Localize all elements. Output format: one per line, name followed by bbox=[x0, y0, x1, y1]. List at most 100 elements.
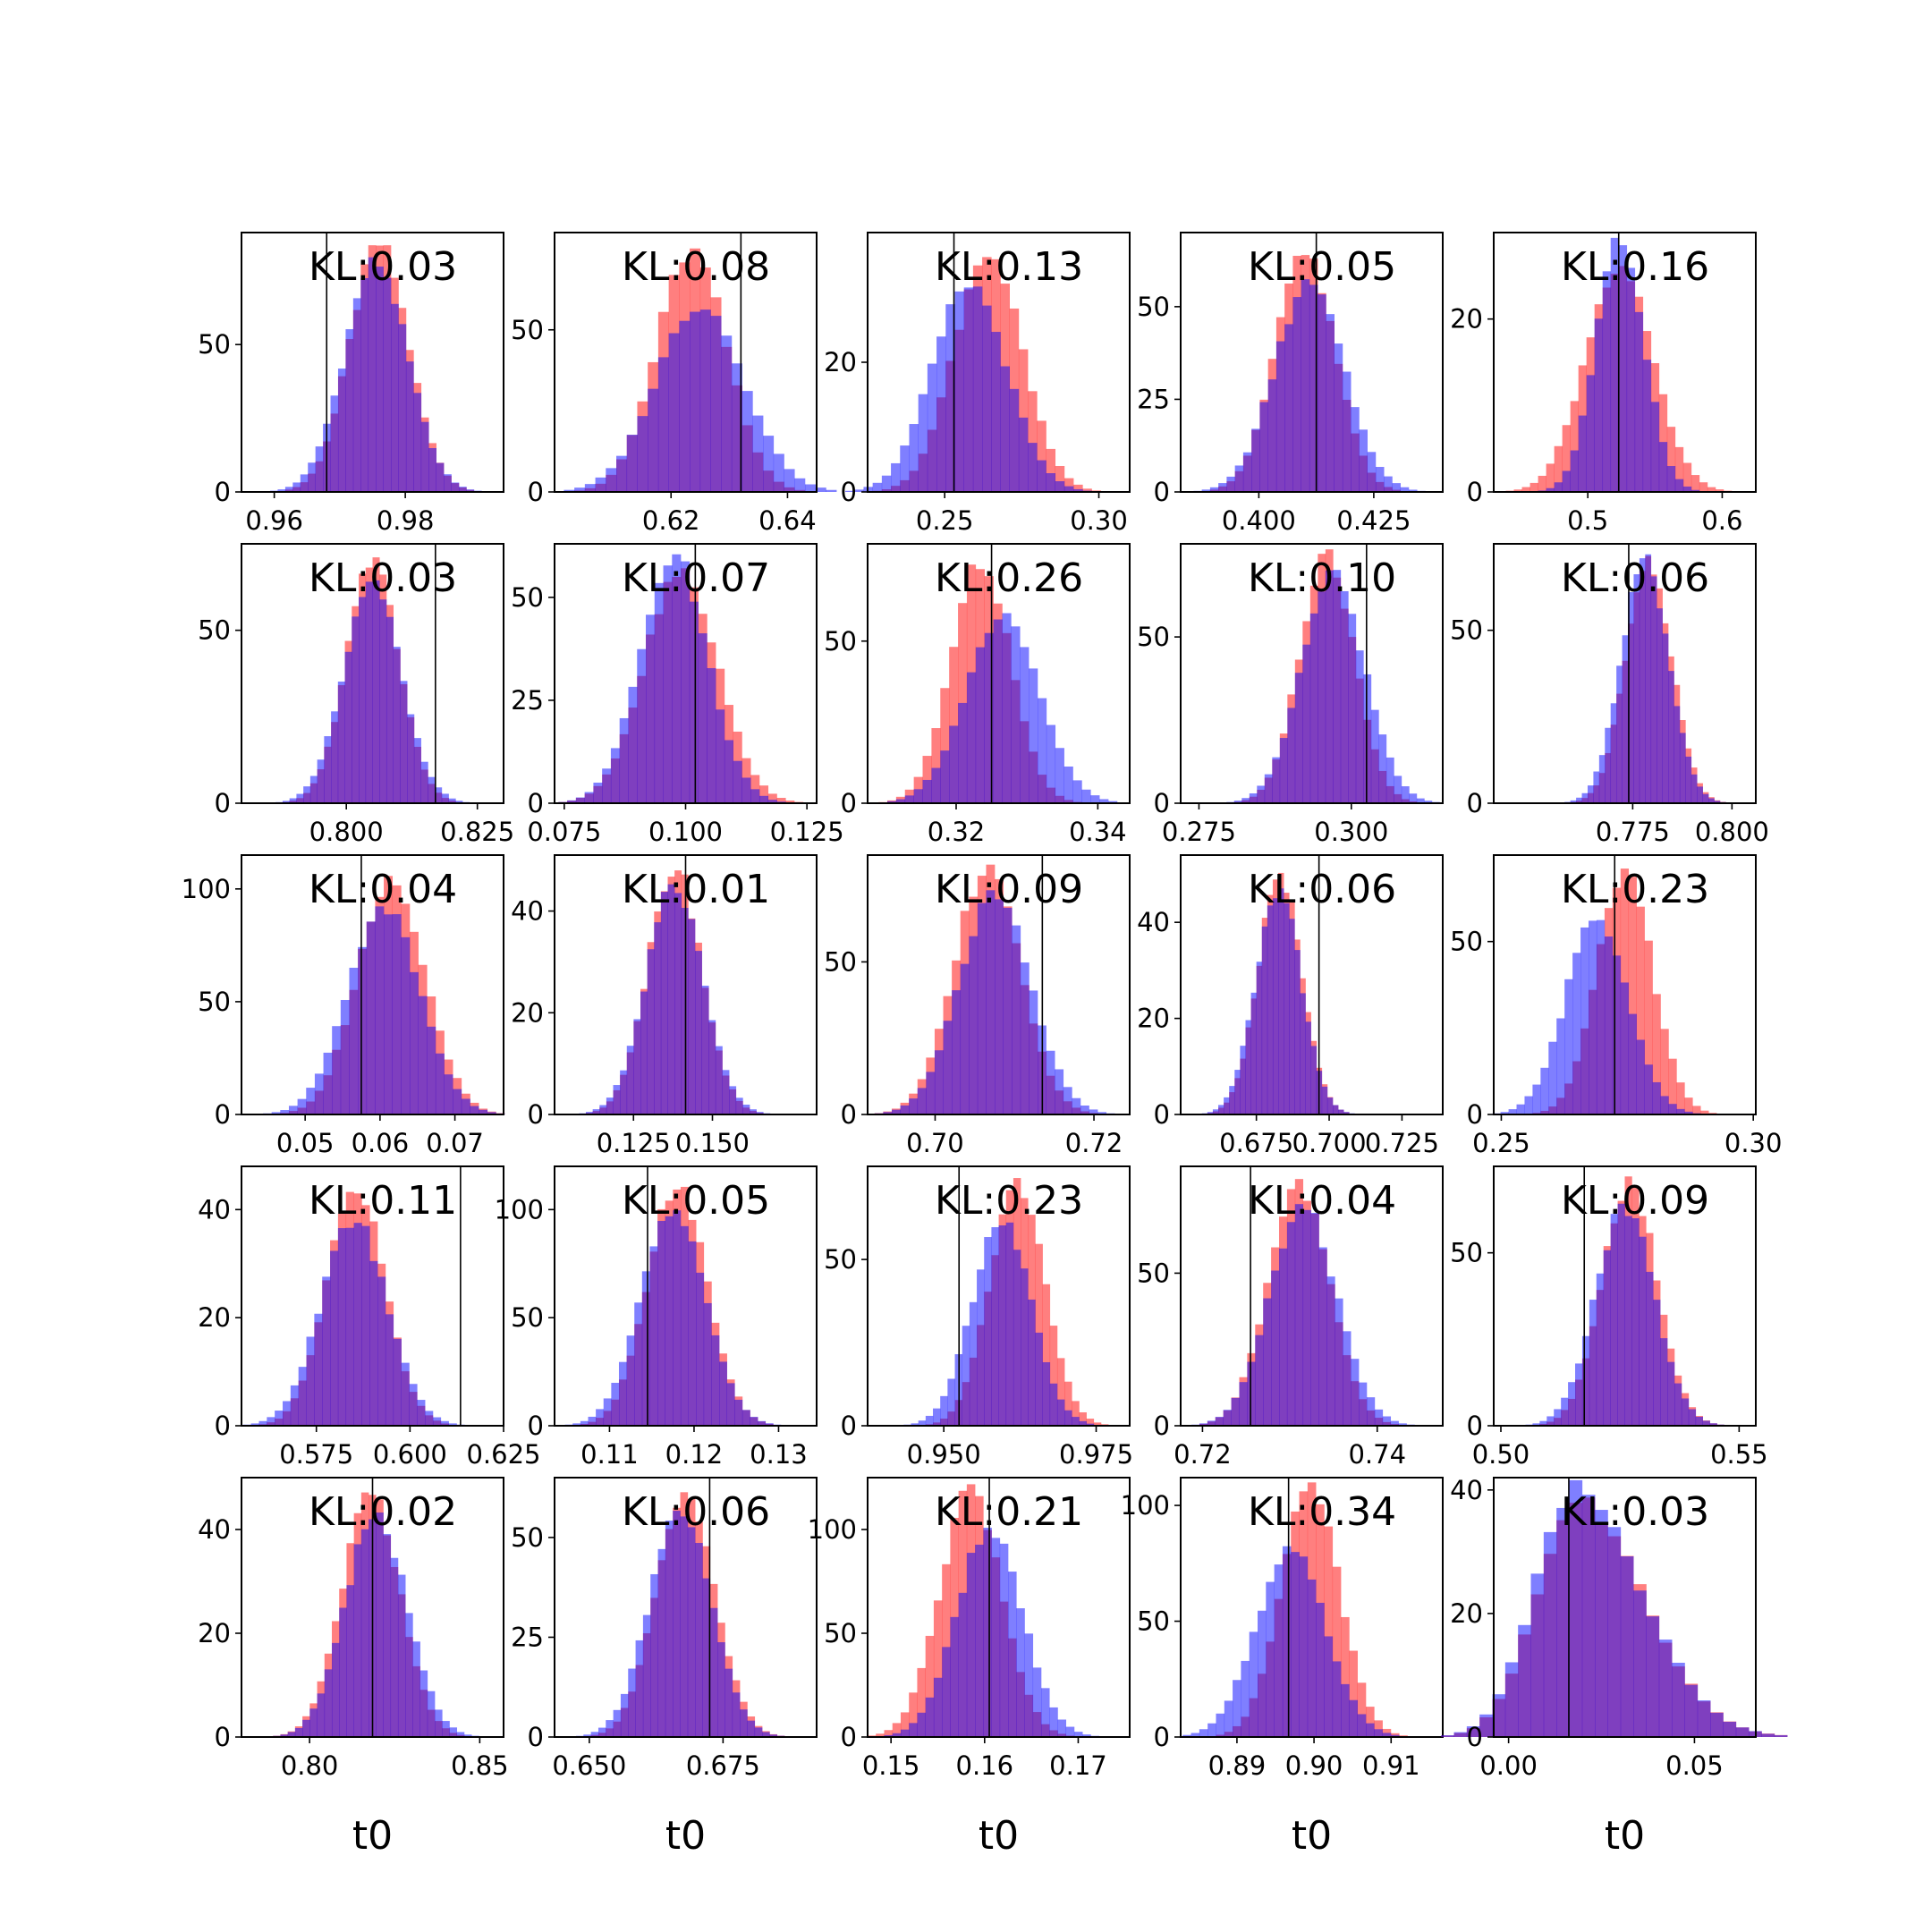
hist-bar-blue bbox=[1554, 482, 1563, 492]
hist-bar-blue bbox=[1261, 926, 1268, 1114]
hist-bar-blue bbox=[927, 363, 937, 492]
hist-bar-blue bbox=[1580, 927, 1589, 1114]
hist-bar-blue bbox=[267, 1417, 275, 1426]
hist-bar-blue bbox=[767, 800, 777, 803]
hist-bar-red bbox=[1676, 1082, 1685, 1114]
y-tick-label: 100 bbox=[182, 874, 231, 904]
hist-bar-blue bbox=[1679, 733, 1686, 803]
hist-bar-red bbox=[785, 801, 795, 803]
hist-bar-blue bbox=[1612, 955, 1622, 1114]
hist-bar-blue bbox=[947, 1378, 955, 1426]
hist-bar-blue bbox=[1518, 1624, 1531, 1737]
x-tick-label: 0.625 bbox=[466, 1439, 540, 1470]
hist-bar-red bbox=[1046, 448, 1056, 492]
hist-bar-blue bbox=[1229, 1086, 1235, 1114]
hist-bar-blue bbox=[934, 1050, 944, 1114]
y-tick-label: 20 bbox=[824, 347, 857, 377]
hist-bar-blue bbox=[945, 304, 955, 492]
hist-bar-blue bbox=[1275, 341, 1285, 492]
x-tick-label: 0.100 bbox=[648, 817, 723, 847]
hist-bar-blue bbox=[1338, 1109, 1344, 1114]
hist-bar-blue bbox=[359, 597, 367, 803]
hist-bar-blue bbox=[606, 1720, 614, 1737]
hist-bar-blue bbox=[925, 1415, 934, 1426]
hist-bar-blue bbox=[699, 309, 711, 492]
kl-annotation: KL:0.02 bbox=[309, 1489, 457, 1535]
hist-bar-blue bbox=[640, 991, 648, 1114]
x-tick-label: 0.74 bbox=[1348, 1439, 1406, 1470]
hist-bar-blue bbox=[1049, 1383, 1058, 1426]
hist-bar-blue bbox=[597, 1727, 606, 1737]
hist-bar-blue bbox=[1575, 1363, 1583, 1426]
hist-bar-blue bbox=[735, 1097, 743, 1114]
hist-bar-red bbox=[925, 1635, 935, 1737]
y-tick-label: 50 bbox=[198, 329, 231, 360]
hist-bar-red bbox=[1562, 425, 1571, 492]
hist-bar-blue bbox=[1568, 1382, 1576, 1426]
hist-bar-blue bbox=[1761, 1733, 1775, 1737]
hist-bar-blue bbox=[1284, 902, 1290, 1114]
y-tick-label: 50 bbox=[824, 946, 857, 977]
hist-bar-blue bbox=[1255, 1335, 1264, 1426]
hist-bar-blue bbox=[602, 768, 612, 803]
kl-annotation: KL:0.09 bbox=[1561, 1178, 1709, 1224]
hist-bar-blue bbox=[401, 1362, 410, 1426]
hist-bar-blue bbox=[1029, 668, 1038, 803]
hist-bar-blue bbox=[1326, 314, 1335, 492]
hist-bar-blue bbox=[353, 1544, 362, 1737]
hist-bar-blue bbox=[1256, 962, 1263, 1114]
hist-bar-blue bbox=[1370, 709, 1379, 803]
x-tick-label: 0.600 bbox=[373, 1439, 447, 1470]
hist-bar-blue bbox=[1702, 1420, 1710, 1426]
hist-bar-blue bbox=[1628, 1013, 1637, 1114]
hist-bar-blue bbox=[962, 1326, 970, 1426]
hist-bar-blue bbox=[461, 1098, 470, 1114]
x-tick-label: 0.72 bbox=[1174, 1439, 1232, 1470]
hist-bar-blue bbox=[418, 996, 428, 1114]
hist-bar-blue bbox=[331, 711, 339, 803]
axes-frame bbox=[867, 1477, 1131, 1738]
hist-bar-blue bbox=[635, 1640, 644, 1737]
axes-frame bbox=[554, 232, 818, 493]
hist-bar-blue bbox=[1617, 1203, 1625, 1426]
hist-bar-blue bbox=[1564, 979, 1573, 1114]
hist-bar-blue bbox=[595, 477, 606, 492]
hist-bar-blue bbox=[365, 581, 373, 803]
hist-bar-red bbox=[1324, 1526, 1334, 1737]
hist-bar-blue bbox=[479, 1109, 488, 1114]
hist-bar-blue bbox=[339, 1607, 347, 1737]
hist-bar-blue bbox=[729, 1086, 737, 1114]
y-tick-label: 0 bbox=[1467, 477, 1483, 507]
hist-bar-blue bbox=[412, 1641, 420, 1737]
x-tick-label: 0.800 bbox=[1695, 817, 1769, 847]
hist-bar-red bbox=[1028, 391, 1038, 492]
hist-bar-blue bbox=[1605, 727, 1612, 803]
hist-bar-blue bbox=[1249, 793, 1258, 803]
hist-bar-blue bbox=[309, 775, 318, 803]
hist-bar-blue bbox=[349, 967, 359, 1114]
hist-bar-blue bbox=[330, 395, 339, 492]
hist-bar-blue bbox=[1408, 489, 1418, 492]
subplot-r1-c4: 0.775 0.800 0 50 KL:0.06 bbox=[1450, 543, 1769, 847]
hist-bar-blue bbox=[1310, 1213, 1319, 1426]
hist-bar-blue bbox=[1539, 1420, 1547, 1426]
y-tick-label: 50 bbox=[1137, 622, 1170, 652]
hist-bar-blue bbox=[1097, 1112, 1107, 1114]
hist-bar-blue bbox=[688, 1241, 697, 1426]
hist-bar-blue bbox=[1398, 1423, 1407, 1426]
hist-bar-blue bbox=[854, 489, 864, 492]
subplot-r2-c0: 0.05 0.06 0.07 0 50 100 KL:0.04 bbox=[182, 854, 505, 1158]
hist-bar-blue bbox=[1657, 608, 1663, 803]
hist-bar-red bbox=[1570, 401, 1579, 492]
hist-bar-blue bbox=[436, 462, 445, 492]
hist-bar-blue bbox=[1644, 1064, 1653, 1114]
hist-bar-blue bbox=[845, 490, 855, 492]
hist-bar-blue bbox=[1556, 1507, 1570, 1737]
hist-bar-blue bbox=[306, 1336, 315, 1426]
hist-bar-blue bbox=[701, 986, 709, 1114]
hist-bar-blue bbox=[732, 1692, 741, 1737]
axes-frame bbox=[241, 232, 504, 493]
hist-bar-blue bbox=[733, 760, 742, 803]
hist-bar-blue bbox=[1300, 993, 1306, 1114]
hist-bar-blue bbox=[747, 1720, 756, 1737]
